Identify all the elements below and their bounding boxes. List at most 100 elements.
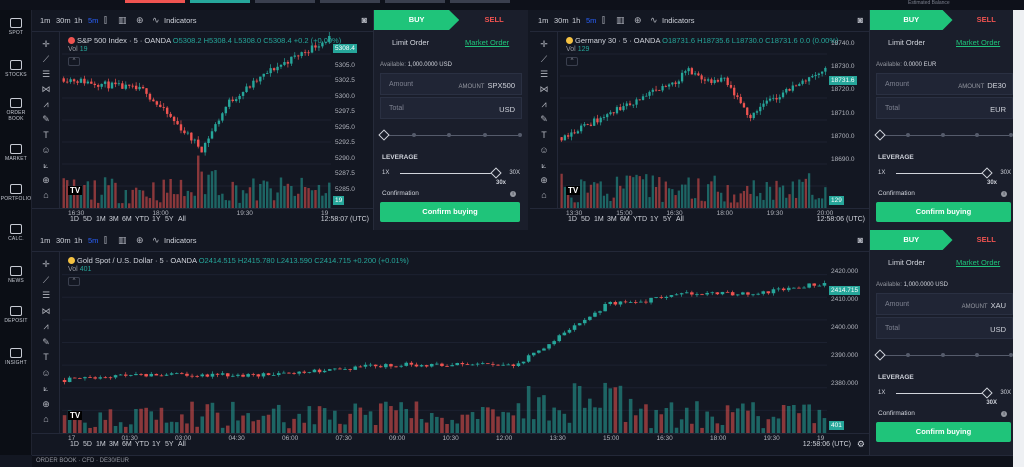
add-compare-icon[interactable]: ⊕ [136,15,144,25]
top-tab-green[interactable] [190,0,250,3]
emoji-icon[interactable]: ☺ [41,367,51,378]
pattern-icon[interactable]: ⩘ [43,321,49,332]
range-1d[interactable]: 1D [568,216,577,223]
range-ytd[interactable]: YTD [633,216,647,223]
range-3m[interactable]: 3M [109,441,119,448]
timeframe-5m[interactable]: 5m [88,16,99,25]
trend-line-icon[interactable]: ⟋ [42,54,50,65]
indicators-button[interactable]: Indicators [164,236,197,245]
range-5d[interactable]: 5D [83,441,92,448]
pattern-icon[interactable]: ⩘ [541,99,547,110]
camera-icon[interactable]: ◙ [857,15,863,25]
horizontal-lines-icon[interactable]: ☰ [41,69,51,80]
ruler-icon[interactable]: ⟀ [43,159,49,170]
emoji-icon[interactable]: ☺ [41,144,51,155]
range-all[interactable]: All [676,216,684,223]
bar-style-icon[interactable]: ▥ [118,15,127,25]
confirm-buying-button[interactable]: Confirm buying [876,422,1011,442]
timeframe-1h[interactable]: 1h [74,236,83,245]
slider-step[interactable] [940,353,945,357]
leverage-slider[interactable] [892,387,993,399]
nav-item-stocks[interactable]: STOCKS [0,60,32,78]
slider-step[interactable] [974,353,979,357]
emoji-icon[interactable]: ☺ [539,144,549,155]
range-1m[interactable]: 1M [594,216,604,223]
settings-gear-icon[interactable]: ⚙ [856,439,865,449]
slider-step[interactable] [906,353,911,357]
brush-icon[interactable]: ✎ [540,114,548,125]
utc-clock[interactable]: 12:58:07 (UTC) [320,216,369,223]
slider-step[interactable] [411,133,416,137]
range-ytd[interactable]: YTD [135,216,149,223]
zoom-in-icon[interactable]: ⊕ [540,174,548,185]
nav-item-market[interactable]: MARKET [0,144,32,162]
leverage-handle[interactable] [981,387,993,399]
amount-field[interactable]: Amount AMOUNT SPX500 [380,73,522,95]
total-field[interactable]: Total EUR [876,97,1013,119]
text-tool-icon[interactable]: T [541,129,547,140]
indicators-button[interactable]: Indicators [662,16,695,25]
range-1d[interactable]: 1D [70,216,79,223]
amount-percent-slider[interactable] [874,349,1013,361]
slider-handle[interactable] [378,129,390,141]
limit-order-tab[interactable]: Limit Order [392,38,430,47]
symbol-legend[interactable]: Germany 30 · 5 · OANDA O18731.6 H18735.6… [566,36,839,45]
timeframe-30m[interactable]: 30m [554,16,569,25]
camera-icon[interactable]: ◙ [857,235,863,245]
market-order-tab[interactable]: Market Order [465,38,510,47]
range-1d[interactable]: 1D [70,441,79,448]
brush-icon[interactable]: ✎ [42,114,50,125]
top-tab-3[interactable] [385,0,445,3]
buy-tab[interactable]: BUY [870,230,953,250]
range-1y[interactable]: 1Y [650,216,659,223]
zoom-in-icon[interactable]: ⊕ [42,398,50,409]
slider-step[interactable] [1009,133,1013,137]
range-5d[interactable]: 5D [581,216,590,223]
range-1y[interactable]: 1Y [152,216,161,223]
slider-step[interactable] [447,133,451,137]
confirm-buying-button[interactable]: Confirm buying [380,202,520,222]
nav-item-spot[interactable]: SPOT [0,18,32,36]
range-ytd[interactable]: YTD [135,441,149,448]
slider-step[interactable] [1009,353,1013,357]
magnet-icon[interactable]: ⌂ [43,414,49,425]
limit-order-tab[interactable]: Limit Order [888,38,926,47]
top-tab-red[interactable] [125,0,185,3]
pitchfork-icon[interactable]: ⋈ [41,84,51,95]
total-field[interactable]: Total USD [876,317,1013,339]
amount-field[interactable]: Amount AMOUNT XAU [876,293,1013,315]
nav-item-order-book[interactable]: ORDER BOOK [0,98,32,122]
tradingview-logo[interactable]: TV [68,186,83,195]
amount-field[interactable]: Amount AMOUNT DE30 [876,73,1013,95]
collapse-legend-button[interactable]: ^ [566,57,578,66]
sell-tab[interactable]: SELL [484,15,504,24]
magnet-icon[interactable]: ⌂ [541,189,547,200]
timeframe-1h[interactable]: 1h [572,16,581,25]
crosshair-icon[interactable]: ✛ [42,259,50,269]
buy-tab[interactable]: BUY [374,10,460,30]
slider-handle[interactable] [874,349,886,361]
symbol-legend[interactable]: S&P 500 Index · 5 · OANDA O5308.2 H5308.… [68,36,341,45]
utc-clock[interactable]: 12:58:06 (UTC) [802,441,851,448]
leverage-slider[interactable] [892,167,993,179]
leverage-handle[interactable] [490,167,502,179]
collapse-legend-button[interactable]: ^ [68,277,80,286]
timeframe-1m[interactable]: 1m [40,16,51,25]
slider-step[interactable] [906,133,911,137]
range-5y[interactable]: 5Y [165,441,174,448]
range-all[interactable]: All [178,441,186,448]
ruler-icon[interactable]: ⟀ [541,159,547,170]
trend-line-icon[interactable]: ⟋ [540,54,548,65]
market-order-tab[interactable]: Market Order [956,258,1001,267]
candle-style-icon[interactable]: ⫿ [104,15,107,25]
range-1m[interactable]: 1M [96,216,106,223]
range-3m[interactable]: 3M [109,216,119,223]
timeframe-5m[interactable]: 5m [586,16,597,25]
total-field[interactable]: Total USD [380,97,522,119]
bar-style-icon[interactable]: ▥ [616,15,625,25]
slider-step[interactable] [974,133,979,137]
price-chart[interactable] [62,32,331,208]
nav-item-news[interactable]: NEWS [0,266,32,284]
brush-icon[interactable]: ✎ [42,336,50,347]
limit-order-tab[interactable]: Limit Order [888,258,926,267]
